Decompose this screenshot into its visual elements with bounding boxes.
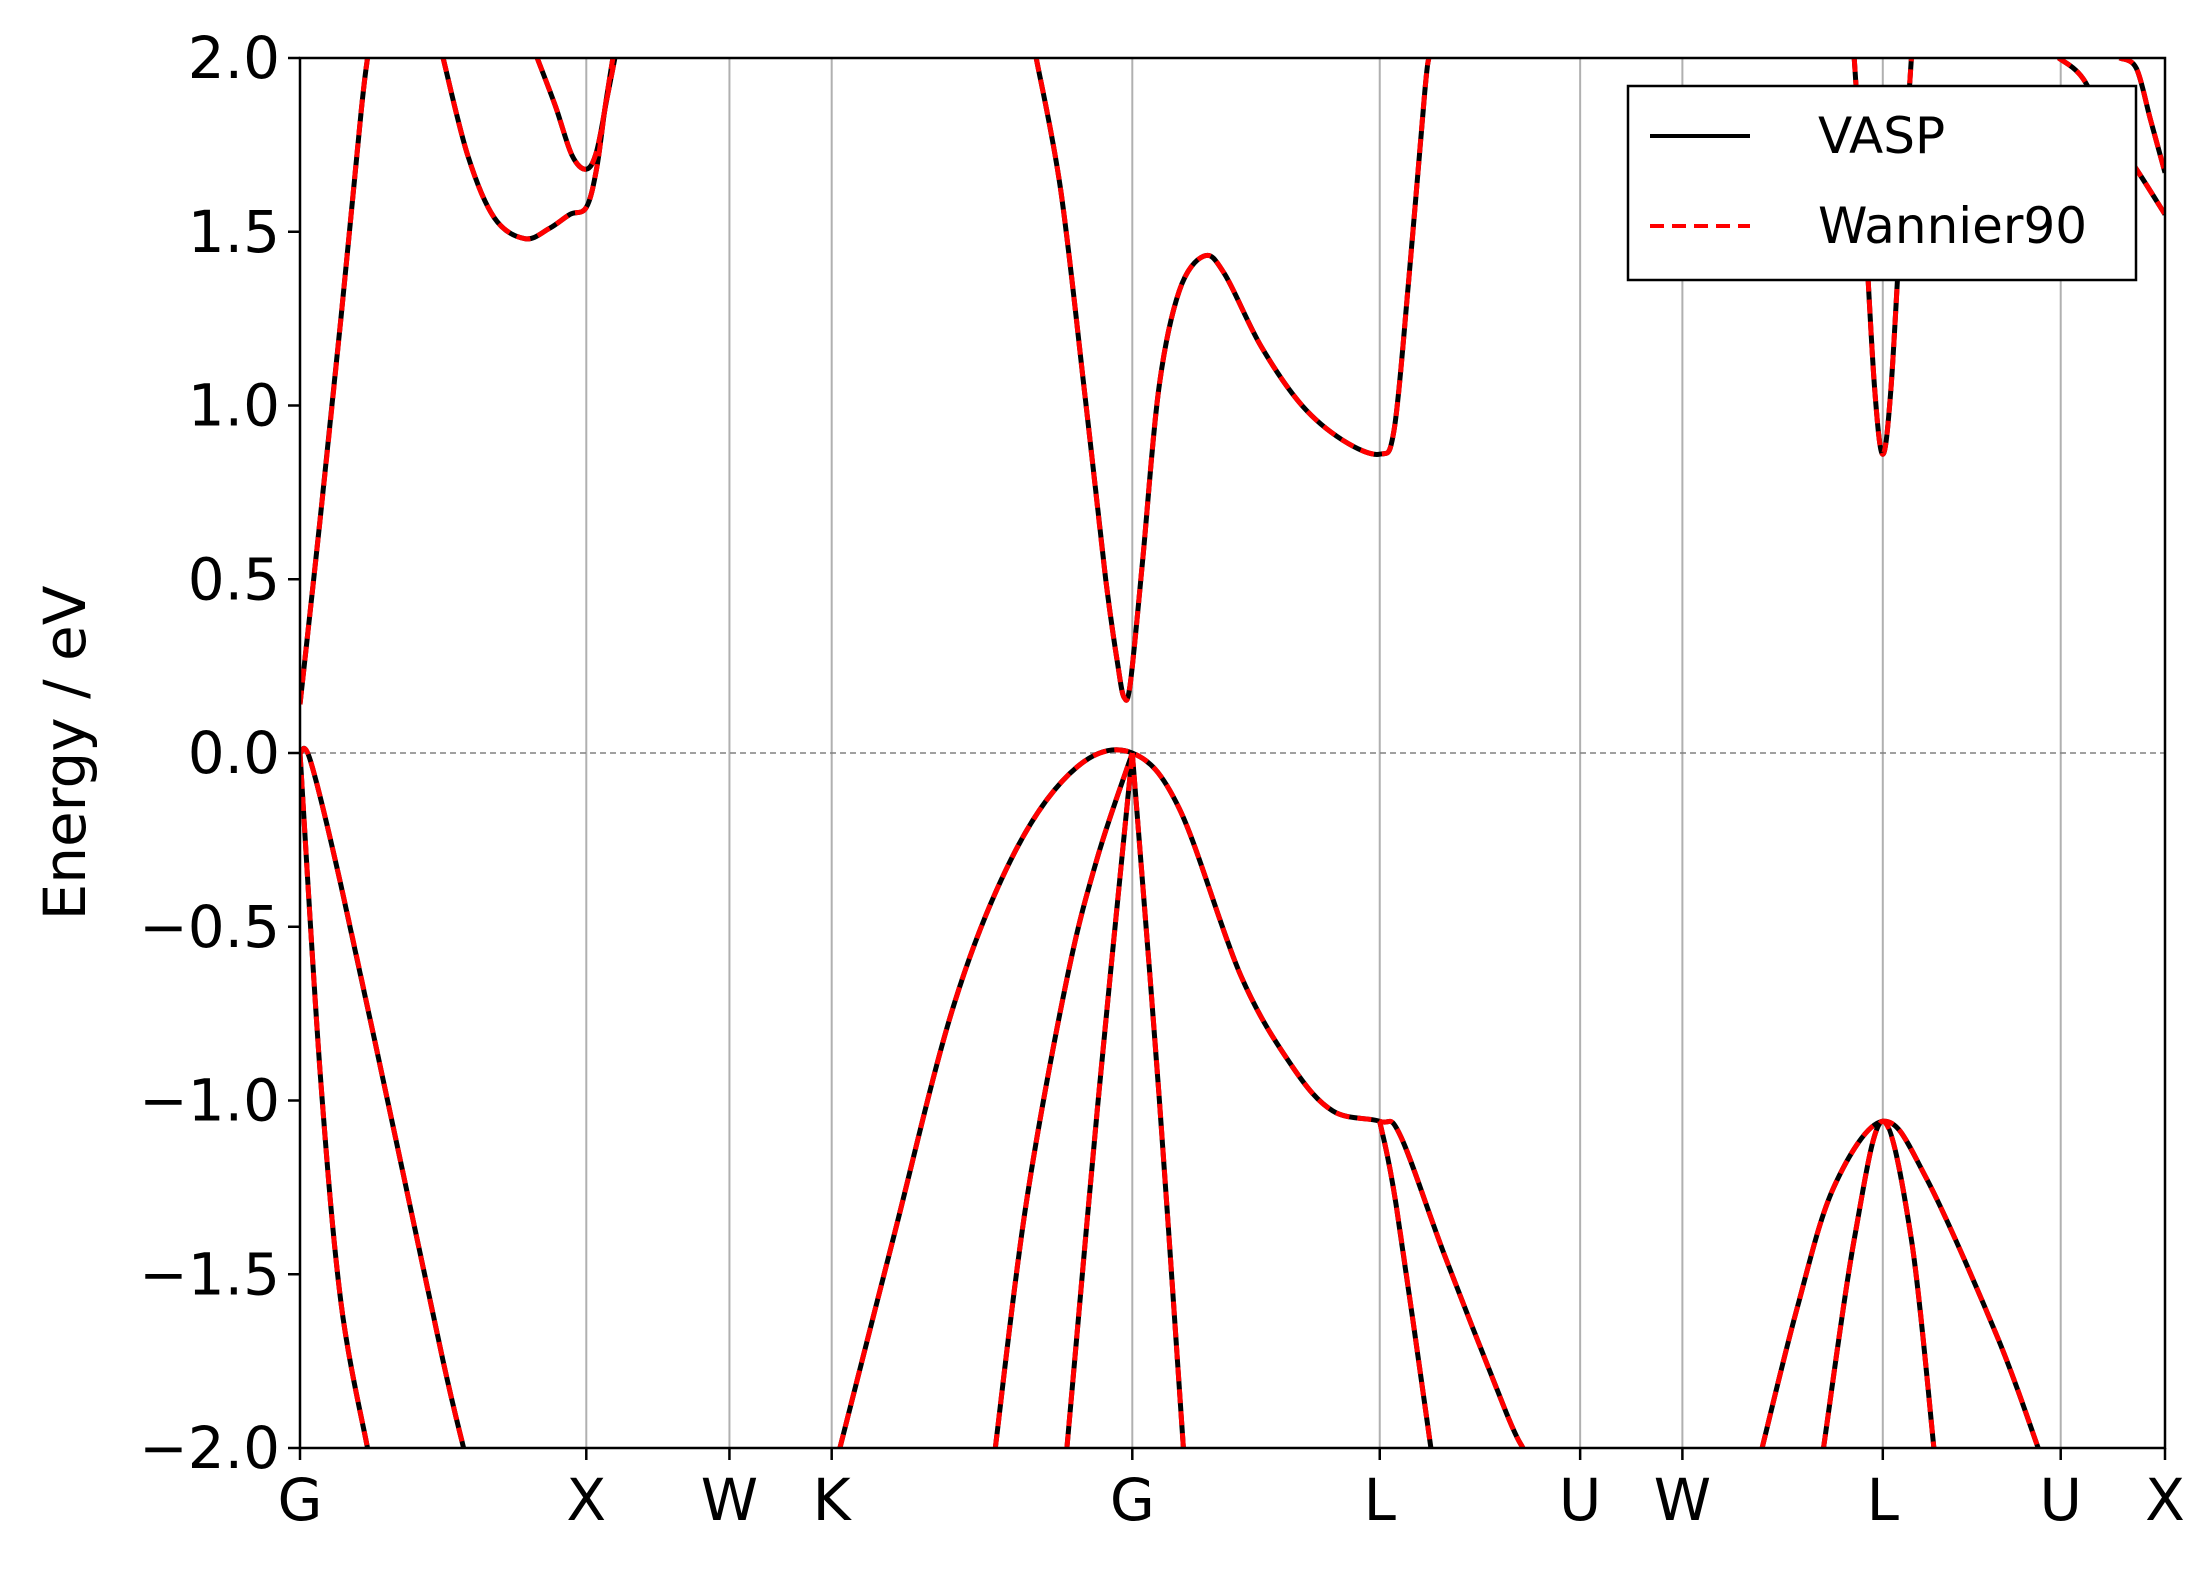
vasp-band-line <box>440 58 616 242</box>
vasp-band-line <box>1377 1120 1434 1448</box>
x-tick-label: X <box>2145 1466 2185 1534</box>
band-lines <box>300 58 2165 1448</box>
x-tick-label: G <box>1110 1466 1155 1534</box>
wannier90-band-line <box>534 58 618 172</box>
wannier90-band-line <box>300 58 370 705</box>
x-tick-label: G <box>278 1466 323 1534</box>
y-tick-label: 1.0 <box>188 372 280 440</box>
legend: VASP Wannier90 <box>1626 84 2138 282</box>
y-tick-label: 0.0 <box>188 719 280 787</box>
y-tick-label: 0.5 <box>188 545 280 613</box>
y-tick-label: −0.5 <box>139 893 280 961</box>
y-tick-label: 2.0 <box>188 24 280 92</box>
wannier90-band-line <box>1129 752 1186 1448</box>
x-tick-label: W <box>1654 1466 1711 1534</box>
x-tick-label: U <box>1559 1466 1601 1534</box>
y-tick-label: 1.5 <box>188 198 280 266</box>
legend-label-wannier90: Wannier90 <box>1818 197 2087 255</box>
vasp-band-line <box>992 752 1135 1448</box>
wannier90-band-line <box>440 58 616 242</box>
wannier90-band-line <box>992 752 1135 1448</box>
vasp-band-line <box>1033 58 1432 703</box>
y-tick-label: −1.0 <box>139 1067 280 1135</box>
legend-box <box>1626 84 2138 282</box>
legend-label-vasp: VASP <box>1818 107 1945 165</box>
vasp-band-line <box>1129 752 1186 1448</box>
y-tick-label: −1.5 <box>139 1240 280 1308</box>
wannier90-band-line <box>1821 1118 1937 1448</box>
x-tick-label: L <box>1867 1466 1899 1534</box>
y-axis-label: Energy / eV <box>31 585 99 920</box>
x-tick-label: X <box>566 1466 606 1534</box>
x-tick-label: W <box>701 1466 758 1534</box>
y-tick-label: −2.0 <box>139 1414 280 1482</box>
vasp-band-line <box>837 747 1526 1448</box>
wannier90-band-line <box>1064 752 1135 1448</box>
wannier90-band-line <box>300 752 370 1448</box>
wannier90-band-line <box>1033 58 1432 703</box>
wannier90-band-line <box>837 747 1526 1448</box>
y-axis-ticks: −2.0 −1.5 −1.0 −0.5 0.0 0.5 1.0 1.5 2.0 <box>139 24 300 1482</box>
wannier90-band-line <box>2118 58 2165 174</box>
x-tick-label: U <box>2039 1466 2081 1534</box>
wannier90-band-line <box>300 745 467 1448</box>
x-tick-label: K <box>813 1466 853 1534</box>
x-tick-label: L <box>1364 1466 1396 1534</box>
